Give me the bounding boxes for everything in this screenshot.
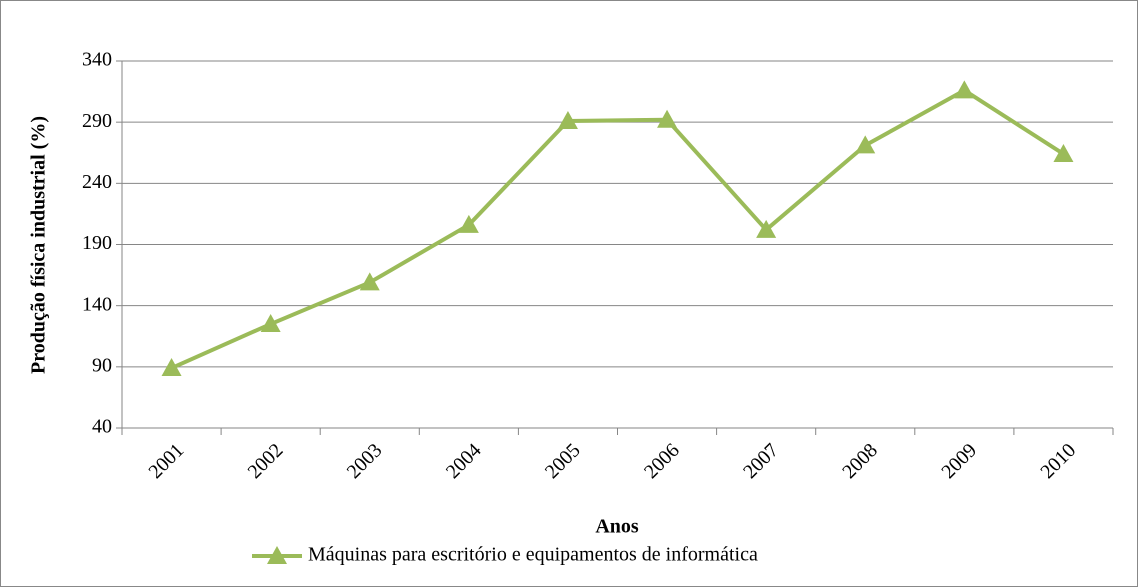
data-marker [260, 314, 281, 333]
y-tick-label: 340 [82, 49, 112, 71]
y-axis-title: Produção física industrial (%) [28, 116, 50, 374]
data-marker [161, 358, 182, 377]
y-tick-label: 40 [92, 416, 112, 438]
data-marker [359, 272, 380, 291]
data-marker [954, 80, 975, 99]
data-marker [657, 109, 678, 128]
data-marker [1053, 143, 1074, 162]
y-tick-label: 90 [92, 354, 112, 376]
y-tick-label: 190 [82, 232, 112, 254]
x-axis-title: Anos [595, 516, 639, 538]
data-marker [855, 135, 876, 154]
y-tick-label: 290 [82, 110, 112, 132]
data-line [170, 88, 1065, 370]
data-marker [458, 214, 479, 233]
data-marker [756, 219, 777, 238]
data-marker [557, 110, 578, 129]
y-tick-label: 240 [82, 171, 112, 193]
y-tick-label: 140 [82, 293, 112, 315]
legend-label: Máquinas para escritório e equipamentos … [308, 544, 758, 566]
legend-marker [267, 546, 287, 564]
